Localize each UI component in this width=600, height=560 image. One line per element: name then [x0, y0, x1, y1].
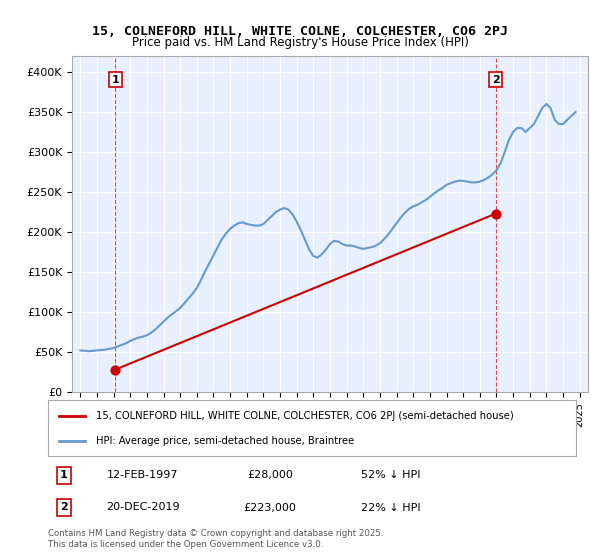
- Text: 20-DEC-2019: 20-DEC-2019: [106, 502, 180, 512]
- Text: 2: 2: [492, 74, 500, 85]
- Text: 52% ↓ HPI: 52% ↓ HPI: [361, 470, 421, 480]
- Text: Contains HM Land Registry data © Crown copyright and database right 2025.
This d: Contains HM Land Registry data © Crown c…: [48, 529, 383, 549]
- Text: 12-FEB-1997: 12-FEB-1997: [107, 470, 179, 480]
- Point: [491, 209, 500, 218]
- Text: Price paid vs. HM Land Registry's House Price Index (HPI): Price paid vs. HM Land Registry's House …: [131, 36, 469, 49]
- Text: 15, COLNEFORD HILL, WHITE COLNE, COLCHESTER, CO6 2PJ (semi-detached house): 15, COLNEFORD HILL, WHITE COLNE, COLCHES…: [95, 411, 513, 421]
- Text: 2: 2: [60, 502, 68, 512]
- Text: 15, COLNEFORD HILL, WHITE COLNE, COLCHESTER, CO6 2PJ: 15, COLNEFORD HILL, WHITE COLNE, COLCHES…: [92, 25, 508, 38]
- Text: 1: 1: [60, 470, 68, 480]
- Text: £223,000: £223,000: [244, 502, 296, 512]
- Text: HPI: Average price, semi-detached house, Braintree: HPI: Average price, semi-detached house,…: [95, 436, 354, 446]
- Point: [110, 365, 120, 374]
- Text: £28,000: £28,000: [247, 470, 293, 480]
- Text: 22% ↓ HPI: 22% ↓ HPI: [361, 502, 421, 512]
- Text: 1: 1: [112, 74, 119, 85]
